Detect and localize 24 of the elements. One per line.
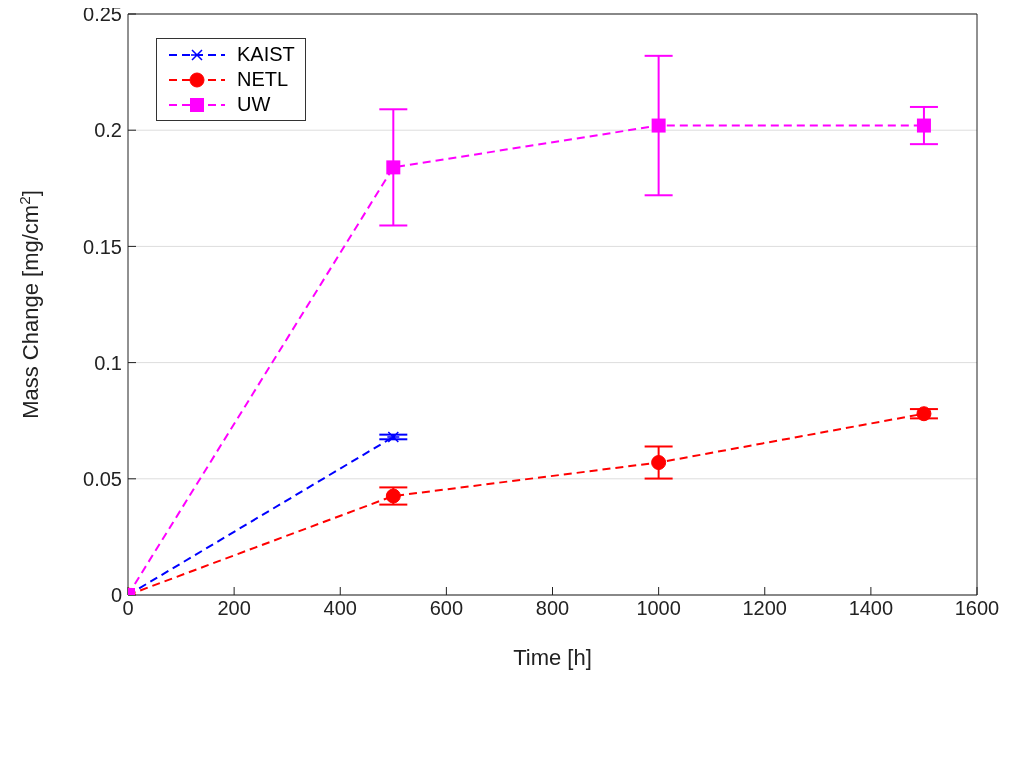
point: [916, 406, 932, 422]
x-tick-label: 800: [535, 597, 570, 620]
x-axis-title: Time [h]: [513, 645, 592, 670]
x-tick-label: 400: [323, 597, 357, 620]
legend-label: KAIST: [237, 43, 295, 66]
legend-label: UW: [237, 93, 271, 116]
x-tick-label: 1200: [742, 597, 787, 620]
x-tick-label: 600: [429, 597, 464, 620]
x-tick-label: 1600: [954, 597, 1000, 620]
x-tick-label: 200: [217, 597, 251, 620]
y-tick-label: 0.15: [83, 235, 122, 258]
y-tick-label: 0.25: [83, 3, 122, 26]
point: [651, 118, 666, 133]
point: [651, 455, 667, 471]
point: [386, 160, 401, 175]
x-tick-label: 1400: [848, 597, 894, 620]
legend-label: NETL: [237, 68, 289, 91]
x-tick-label: 1000: [636, 597, 681, 620]
point: [386, 431, 401, 443]
y-tick-label: 0.2: [94, 119, 122, 142]
y-tick-label: 0.1: [94, 351, 122, 374]
point: [916, 118, 931, 133]
point: [385, 488, 401, 504]
y-tick-label: 0.05: [83, 467, 122, 490]
